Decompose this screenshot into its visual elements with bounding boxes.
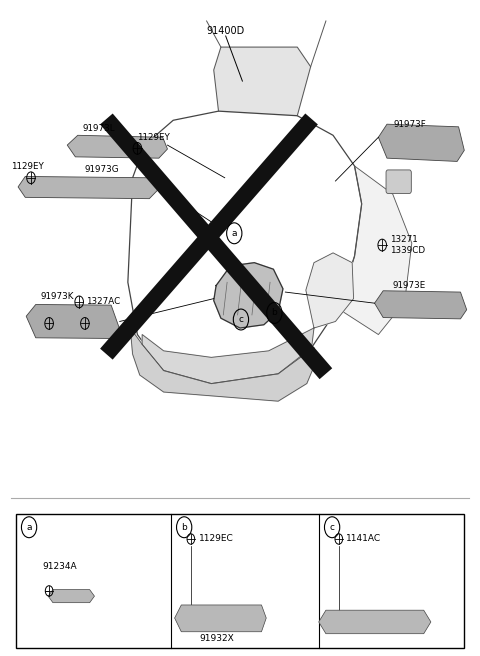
Text: a: a <box>26 523 32 532</box>
Polygon shape <box>214 262 283 328</box>
Text: a: a <box>231 229 237 237</box>
Polygon shape <box>48 590 95 603</box>
Polygon shape <box>142 328 314 384</box>
Polygon shape <box>338 166 412 335</box>
Polygon shape <box>26 304 120 338</box>
Text: 91973E: 91973E <box>393 281 426 290</box>
Polygon shape <box>374 291 467 319</box>
Polygon shape <box>130 328 316 401</box>
Text: b: b <box>272 308 277 318</box>
Text: 91973K: 91973K <box>40 292 74 301</box>
Polygon shape <box>306 253 354 328</box>
Polygon shape <box>319 610 431 634</box>
Text: 91234A: 91234A <box>42 562 77 571</box>
Text: 1129EY: 1129EY <box>11 161 44 171</box>
Text: 13271: 13271 <box>390 236 418 244</box>
Text: 91932X: 91932X <box>199 634 234 643</box>
Text: 91973F: 91973F <box>394 119 426 129</box>
Text: 1129EC: 1129EC <box>199 535 233 543</box>
Text: b: b <box>181 523 187 532</box>
Polygon shape <box>378 124 464 161</box>
Polygon shape <box>175 605 266 632</box>
Text: 1141AC: 1141AC <box>347 535 382 543</box>
Text: 1327AC: 1327AC <box>86 297 120 306</box>
Text: c: c <box>330 523 335 532</box>
Text: 1339CD: 1339CD <box>390 247 425 255</box>
Text: 1129EY: 1129EY <box>137 133 170 142</box>
FancyBboxPatch shape <box>16 514 464 648</box>
FancyBboxPatch shape <box>386 170 411 194</box>
Text: c: c <box>239 315 243 324</box>
Polygon shape <box>214 47 311 115</box>
Polygon shape <box>18 176 159 199</box>
Text: 91400D: 91400D <box>206 26 245 36</box>
Polygon shape <box>67 135 168 158</box>
Text: 91973L: 91973L <box>83 123 115 133</box>
Text: 91973G: 91973G <box>85 165 120 174</box>
